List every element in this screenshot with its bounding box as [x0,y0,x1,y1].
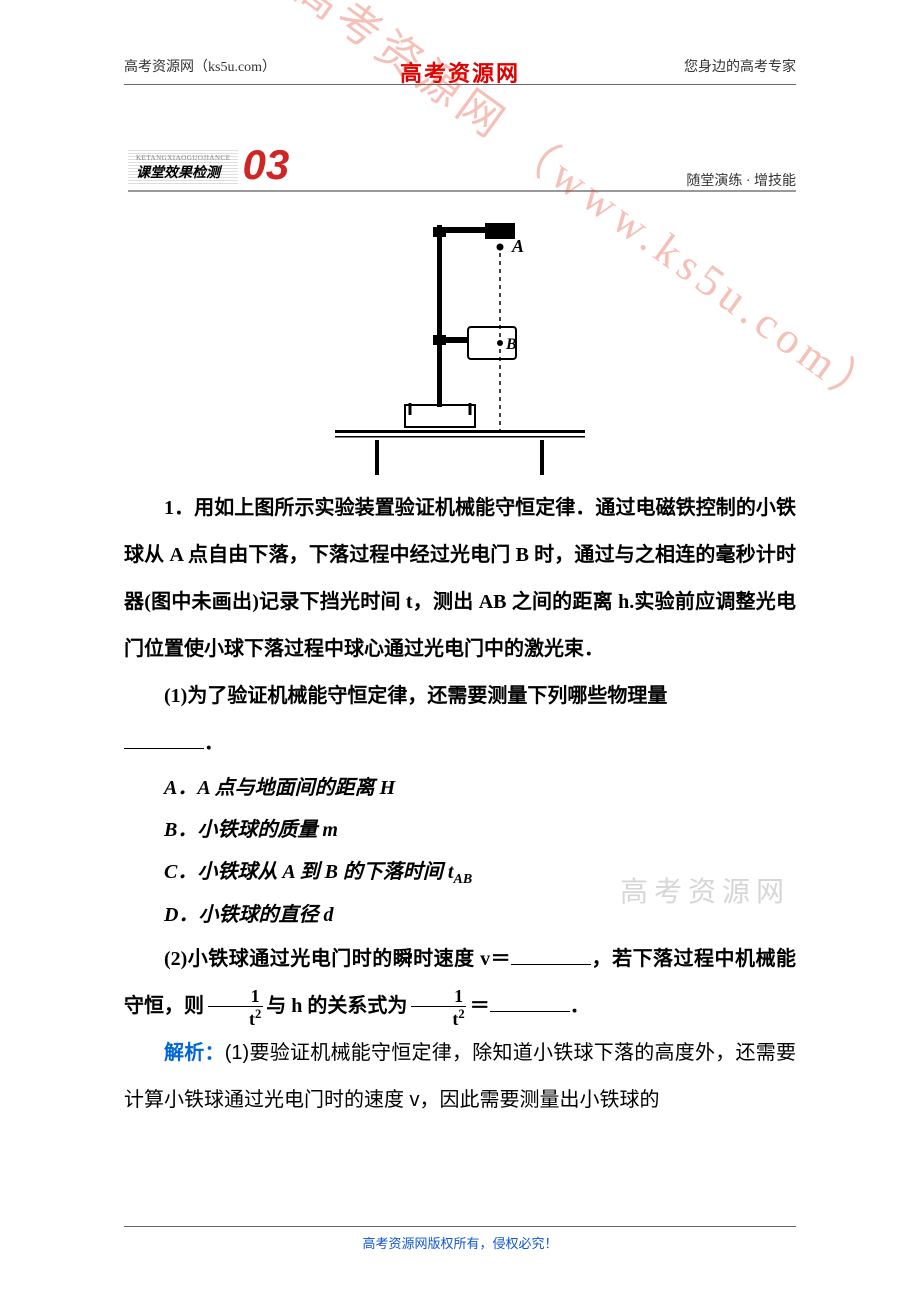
option-C-letter: C [164,861,177,883]
option-D-text: ．小铁球的直径 d [178,904,333,926]
question-1: (1)为了验证机械能守恒定律，还需要测量下列哪些物理量 [124,673,796,720]
header-divider [124,84,796,85]
section-badge-box: KETANGXIAOGUOJIANCE 课堂效果检测 03 [128,146,289,184]
frac-num-2: 1 [411,986,466,1007]
option-B-text: ．小铁球的质量 m [177,819,338,841]
section-number: 03 [242,146,289,184]
header-right-text: 您身边的高考专家 [684,56,796,76]
intro-paragraph: 1．用如上图所示实验装置验证机械能守恒定律．通过电磁铁控制的小铁球从 A 点自由… [124,485,796,673]
analysis-text: (1)要验证机械能守恒定律，除知道小铁球下落的高度外，还需要计算小铁球通过光电门… [124,1042,796,1111]
q1-blank-line: ． [124,720,796,767]
q2-blank-1 [511,945,591,965]
option-D: D．小铁球的直径 d [164,894,796,936]
experiment-figure: A B [330,215,590,475]
option-B: B．小铁球的质量 m [164,809,796,851]
frac-num: 1 [208,986,263,1007]
question-2: (2)小铁球通过光电门时的瞬时速度 v＝，若下落过程中机械能守恒，则1t2与 h… [124,936,796,1030]
option-list: A．A 点与地面间的距离 H B．小铁球的质量 m C．小铁球从 A 到 B 的… [164,767,796,936]
option-D-letter: D [164,904,178,926]
section-subtitle: 随堂演练 · 增技能 [686,170,796,190]
q1-blank [124,729,204,749]
section-label-cn: 课堂效果检测 [136,162,230,182]
page-footer: 高考资源网版权所有，侵权必究！ [124,1226,796,1252]
frac-den-2: t2 [409,1007,467,1029]
q1-post: ． [204,732,224,754]
document-body: 1．用如上图所示实验装置验证机械能守恒定律．通过电磁铁控制的小铁球从 A 点自由… [124,485,796,1124]
option-A-letter: A [164,777,177,799]
apparatus-diagram: A B [330,215,590,475]
q2-eq: ＝ [470,995,490,1017]
q2-pre: (2)小铁球通过光电门时的瞬时速度 v＝ [164,948,511,970]
option-C: C．小铁球从 A 到 B 的下落时间 tAB [164,851,796,894]
figure-label-A: A [511,236,524,256]
frac-1-over-t2-a: 1t2 [206,986,264,1029]
page-header: 高考资源网（ks5u.com） 高考资源网 您身边的高考专家 [124,56,796,76]
header-left-text: 高考资源网（ks5u.com） [124,56,276,76]
q2-post: ． [570,995,590,1017]
q2-blank-2 [490,992,570,1012]
analysis-label: 解析： [164,1042,225,1064]
analysis-paragraph: 解析：(1)要验证机械能守恒定律，除知道小铁球下落的高度外，还需要计算小铁球通过… [124,1030,796,1124]
q2-rel: 与 h 的关系式为 [266,995,407,1017]
frac-den: t2 [206,1007,264,1029]
section-pinyin: KETANGXIAOGUOJIANCE [136,154,230,162]
q1-stem: (1)为了验证机械能守恒定律，还需要测量下列哪些物理量 [164,685,667,707]
option-A: A．A 点与地面间的距离 H [164,767,796,809]
frac-1-over-t2-b: 1t2 [409,986,467,1029]
section-label: KETANGXIAOGUOJIANCE 课堂效果检测 [128,148,238,184]
section-header: KETANGXIAOGUOJIANCE 课堂效果检测 03 随堂演练 · 增技能 [128,146,796,192]
figure-label-B: B [505,336,517,353]
option-A-text: ．A 点与地面间的距离 H [177,777,395,799]
option-C-sub: AB [453,872,472,887]
option-B-letter: B [164,819,177,841]
option-C-text: ．小铁球从 A 到 B 的下落时间 t [177,861,453,883]
